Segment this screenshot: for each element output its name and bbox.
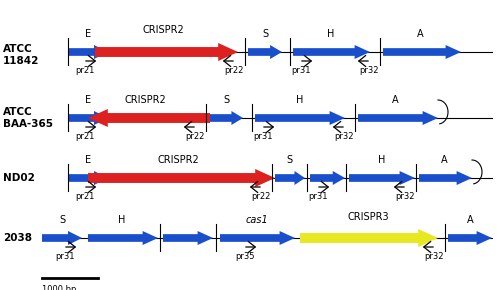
FancyArrow shape: [349, 171, 415, 185]
Text: S: S: [286, 155, 292, 165]
Text: A: A: [466, 215, 473, 225]
FancyArrow shape: [42, 231, 82, 245]
FancyArrow shape: [448, 231, 492, 245]
FancyArrow shape: [300, 229, 438, 247]
Text: A: A: [416, 29, 424, 39]
FancyArrow shape: [88, 231, 158, 245]
FancyArrow shape: [293, 45, 370, 59]
FancyArrow shape: [68, 111, 108, 125]
FancyArrow shape: [68, 45, 108, 59]
Text: pr22: pr22: [224, 66, 244, 75]
Text: 1000 bp: 1000 bp: [42, 285, 76, 290]
Text: S: S: [262, 29, 268, 39]
Text: pr31: pr31: [308, 192, 328, 201]
FancyArrow shape: [88, 109, 210, 127]
Text: pr22: pr22: [186, 132, 205, 141]
Text: pr21: pr21: [75, 192, 94, 201]
FancyArrow shape: [248, 45, 282, 59]
Text: ND02: ND02: [3, 173, 35, 183]
FancyArrow shape: [88, 169, 275, 187]
Text: S: S: [223, 95, 229, 105]
FancyArrow shape: [68, 171, 108, 185]
Text: pr32: pr32: [334, 132, 354, 141]
FancyArrow shape: [220, 231, 295, 245]
Text: H: H: [118, 215, 126, 225]
FancyArrow shape: [210, 111, 243, 125]
Text: pr35: pr35: [235, 252, 255, 261]
Text: pr32: pr32: [360, 66, 379, 75]
Text: ATCC
BAA-365: ATCC BAA-365: [3, 107, 53, 129]
Text: pr31: pr31: [291, 66, 310, 75]
Text: pr32: pr32: [396, 192, 415, 201]
Text: E: E: [85, 29, 91, 39]
Text: pr32: pr32: [424, 252, 444, 261]
FancyArrow shape: [255, 111, 345, 125]
Text: A: A: [392, 95, 398, 105]
Text: CRISPR3: CRISPR3: [347, 212, 389, 222]
Text: S: S: [59, 215, 65, 225]
FancyArrow shape: [419, 171, 472, 185]
Text: pr22: pr22: [252, 192, 271, 201]
FancyArrow shape: [358, 111, 438, 125]
Text: E: E: [85, 155, 91, 165]
Text: E: E: [85, 95, 91, 105]
Text: CRISPR2: CRISPR2: [142, 25, 184, 35]
Text: cas1: cas1: [246, 215, 268, 225]
FancyArrow shape: [275, 171, 305, 185]
Text: CRISPR2: CRISPR2: [124, 95, 166, 105]
Text: 2038: 2038: [3, 233, 32, 243]
Text: H: H: [328, 29, 334, 39]
Text: H: H: [378, 155, 386, 165]
FancyArrow shape: [163, 231, 213, 245]
Text: pr21: pr21: [75, 132, 94, 141]
Text: H: H: [296, 95, 304, 105]
Text: CRISPR2: CRISPR2: [157, 155, 199, 165]
Text: ATCC
11842: ATCC 11842: [3, 44, 40, 66]
Text: pr31: pr31: [55, 252, 74, 261]
FancyArrow shape: [383, 45, 461, 59]
FancyArrow shape: [95, 43, 238, 61]
Text: pr31: pr31: [253, 132, 272, 141]
Text: A: A: [440, 155, 448, 165]
Text: pr21: pr21: [75, 66, 94, 75]
FancyArrow shape: [310, 171, 345, 185]
